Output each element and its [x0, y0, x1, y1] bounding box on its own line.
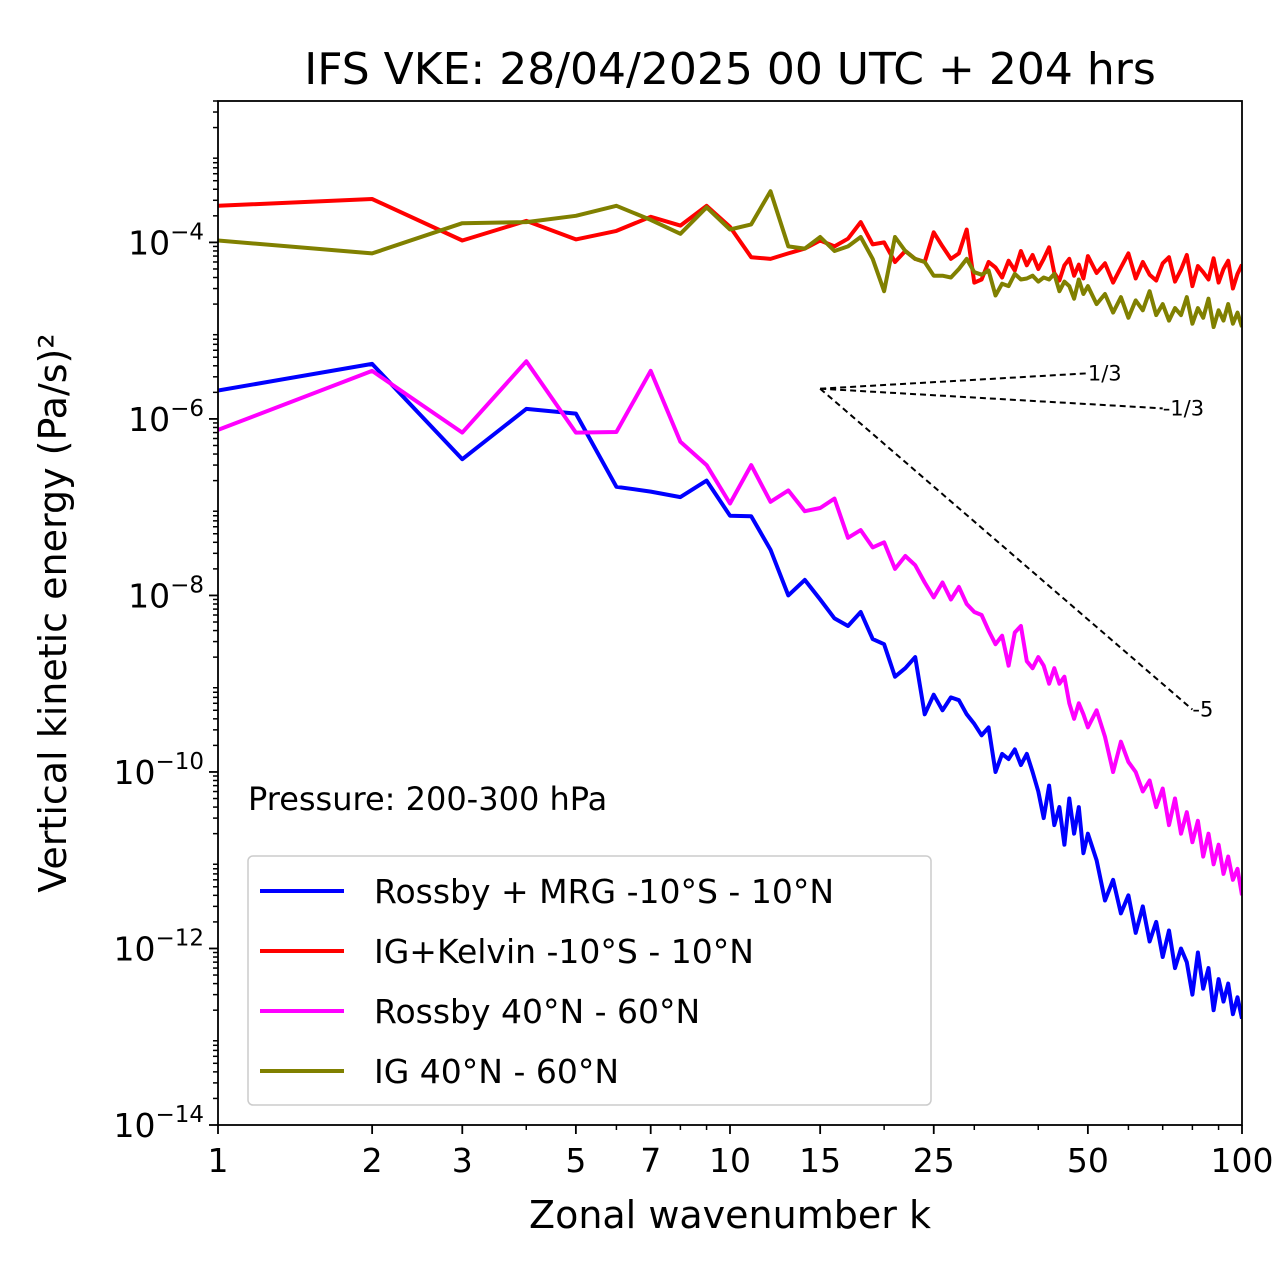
reference-line-3	[819, 387, 1194, 711]
legend-label-4: IG 40°N - 60°N	[374, 1052, 619, 1091]
series-line-1	[218, 361, 1242, 1020]
x-tick-label: 5	[565, 1141, 586, 1180]
x-tick-label: 25	[913, 1141, 955, 1180]
x-tick-label: 3	[452, 1141, 473, 1180]
reference-line-2	[820, 387, 1163, 410]
x-axis-label: Zonal wavenumber k	[529, 1193, 931, 1237]
reference-line-label-1: 1/3	[1088, 361, 1122, 385]
data-series-group	[218, 189, 1242, 1020]
x-tick-label: 2	[362, 1141, 383, 1180]
x-tick-label: 100	[1211, 1141, 1274, 1180]
y-tick-label: 10−10	[113, 749, 204, 792]
x-tick-label: 15	[799, 1141, 841, 1180]
y-tick-label: 10−8	[128, 572, 204, 615]
x-tick-label: 1	[208, 1141, 229, 1180]
y-tick-label: 10−4	[128, 219, 204, 262]
x-tick-label: 10	[709, 1141, 751, 1180]
legend-label-3: Rossby 40°N - 60°N	[374, 992, 700, 1031]
y-axis-ticks: 10−14 10−12 10−10 10−8 10−6 10−4	[113, 100, 218, 1145]
x-axis-ticks: 1 2 3 5 7 10 15 25 50 100	[208, 1125, 1274, 1180]
series-line-2	[218, 197, 1242, 291]
legend-label-2: IG+Kelvin -10°S - 10°N	[374, 932, 754, 971]
legend-label-1: Rossby + MRG -10°S - 10°N	[374, 872, 834, 911]
chart-title: IFS VKE: 28/04/2025 00 UTC + 204 hrs	[304, 44, 1156, 95]
reference-line-label-3: -5	[1192, 698, 1213, 722]
reference-line-1	[820, 372, 1088, 390]
x-tick-label: 50	[1067, 1141, 1109, 1180]
reference-line-label-2: -1/3	[1163, 396, 1204, 420]
y-tick-label: 10−6	[128, 396, 204, 439]
y-axis-label: Vertical kinetic energy (Pa/s)²	[31, 333, 75, 892]
y-tick-label: 10−12	[113, 925, 204, 968]
y-tick-label: 10−14	[113, 1102, 204, 1145]
legend-box	[247, 855, 932, 1106]
plot-frame	[217, 100, 1243, 1126]
legend-items: Rossby + MRG -10°S - 10°N IG+Kelvin -10°S…	[260, 872, 834, 1091]
x-tick-label: 7	[640, 1141, 661, 1180]
reference-lines-group: 1/3 -1/3 -5	[819, 361, 1213, 722]
series-line-4	[218, 189, 1242, 329]
pressure-annotation: Pressure: 200-300 hPa	[248, 780, 607, 818]
series-line-3	[218, 359, 1242, 896]
legend: Rossby + MRG -10°S - 10°N IG+Kelvin -10°S…	[247, 855, 932, 1106]
